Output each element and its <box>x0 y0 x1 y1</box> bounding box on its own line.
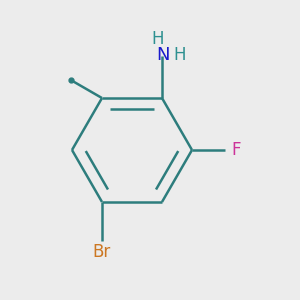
Text: H: H <box>174 46 186 64</box>
Text: H: H <box>151 30 164 48</box>
Text: N: N <box>157 46 170 64</box>
Text: F: F <box>232 141 241 159</box>
Text: Br: Br <box>93 243 111 261</box>
